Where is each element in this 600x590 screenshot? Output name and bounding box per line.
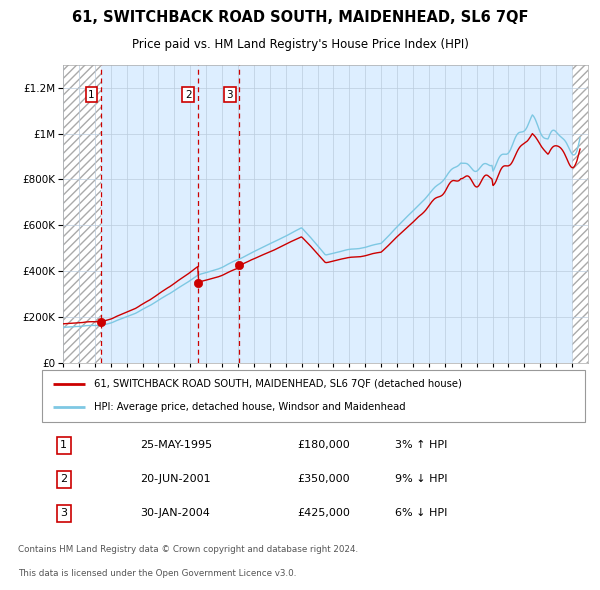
Text: £180,000: £180,000 [297, 440, 350, 450]
Text: 61, SWITCHBACK ROAD SOUTH, MAIDENHEAD, SL6 7QF (detached house): 61, SWITCHBACK ROAD SOUTH, MAIDENHEAD, S… [94, 379, 461, 389]
Text: 3: 3 [60, 509, 67, 519]
Text: 3% ↑ HPI: 3% ↑ HPI [395, 440, 448, 450]
Text: 1: 1 [88, 90, 95, 100]
Bar [572, 65, 588, 363]
Text: £425,000: £425,000 [297, 509, 350, 519]
Text: 1: 1 [60, 440, 67, 450]
Text: 9% ↓ HPI: 9% ↓ HPI [395, 474, 448, 484]
Text: Contains HM Land Registry data © Crown copyright and database right 2024.: Contains HM Land Registry data © Crown c… [18, 545, 358, 555]
Text: £350,000: £350,000 [297, 474, 350, 484]
Text: 6% ↓ HPI: 6% ↓ HPI [395, 509, 448, 519]
Text: HPI: Average price, detached house, Windsor and Maidenhead: HPI: Average price, detached house, Wind… [94, 402, 405, 412]
Bar [63, 65, 101, 363]
Text: 61, SWITCHBACK ROAD SOUTH, MAIDENHEAD, SL6 7QF: 61, SWITCHBACK ROAD SOUTH, MAIDENHEAD, S… [72, 10, 528, 25]
Text: 2: 2 [60, 474, 67, 484]
Text: 2: 2 [185, 90, 191, 100]
Text: This data is licensed under the Open Government Licence v3.0.: This data is licensed under the Open Gov… [18, 569, 296, 578]
Text: 20-JUN-2001: 20-JUN-2001 [140, 474, 211, 484]
Text: Price paid vs. HM Land Registry's House Price Index (HPI): Price paid vs. HM Land Registry's House … [131, 38, 469, 51]
Text: 25-MAY-1995: 25-MAY-1995 [140, 440, 212, 450]
Text: 30-JAN-2004: 30-JAN-2004 [140, 509, 209, 519]
Text: 3: 3 [226, 90, 233, 100]
